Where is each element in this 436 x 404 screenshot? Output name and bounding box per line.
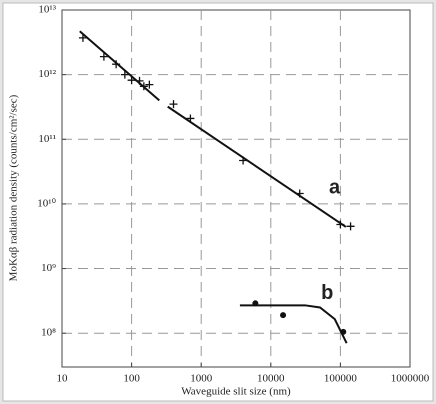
series-label: a <box>329 177 341 199</box>
x-tick-label: 1000 <box>190 373 213 385</box>
x-tick-label: 100000 <box>324 373 358 385</box>
point <box>127 76 136 85</box>
point <box>120 70 129 79</box>
point <box>295 189 304 198</box>
y-tick-label: 10¹⁰ <box>37 197 56 209</box>
point <box>112 60 121 69</box>
point <box>252 300 259 307</box>
point <box>280 312 287 319</box>
x-tick-label: 10 <box>57 373 69 385</box>
x-axis-label: Waveguide slit size (nm) <box>181 386 291 398</box>
y-tick-label: 10⁹ <box>41 262 56 274</box>
point <box>78 33 87 42</box>
y-axis-label: MoKαβ radiation density (counts/cm²/sec) <box>8 94 20 281</box>
point <box>139 82 148 91</box>
fit-line <box>79 30 160 102</box>
point <box>346 222 355 231</box>
point <box>145 80 154 89</box>
x-tick-label: 1000000 <box>391 373 430 385</box>
x-tick-label: 10000 <box>257 373 285 385</box>
x-tick-label: 100 <box>123 373 140 385</box>
plot-area <box>61 9 411 368</box>
y-tick-label: 10¹² <box>38 68 56 80</box>
point <box>99 52 108 61</box>
series-label: b <box>321 282 333 304</box>
y-tick-label: 10⁸ <box>41 327 56 339</box>
point <box>336 220 345 229</box>
point <box>340 328 347 335</box>
point <box>186 114 195 123</box>
y-tick-label: 10¹¹ <box>38 133 56 145</box>
fit-line <box>167 105 347 228</box>
y-tick-label: 10¹³ <box>38 4 56 16</box>
fit-line <box>239 304 348 344</box>
point <box>169 100 178 109</box>
point <box>239 156 248 165</box>
point <box>135 76 144 85</box>
